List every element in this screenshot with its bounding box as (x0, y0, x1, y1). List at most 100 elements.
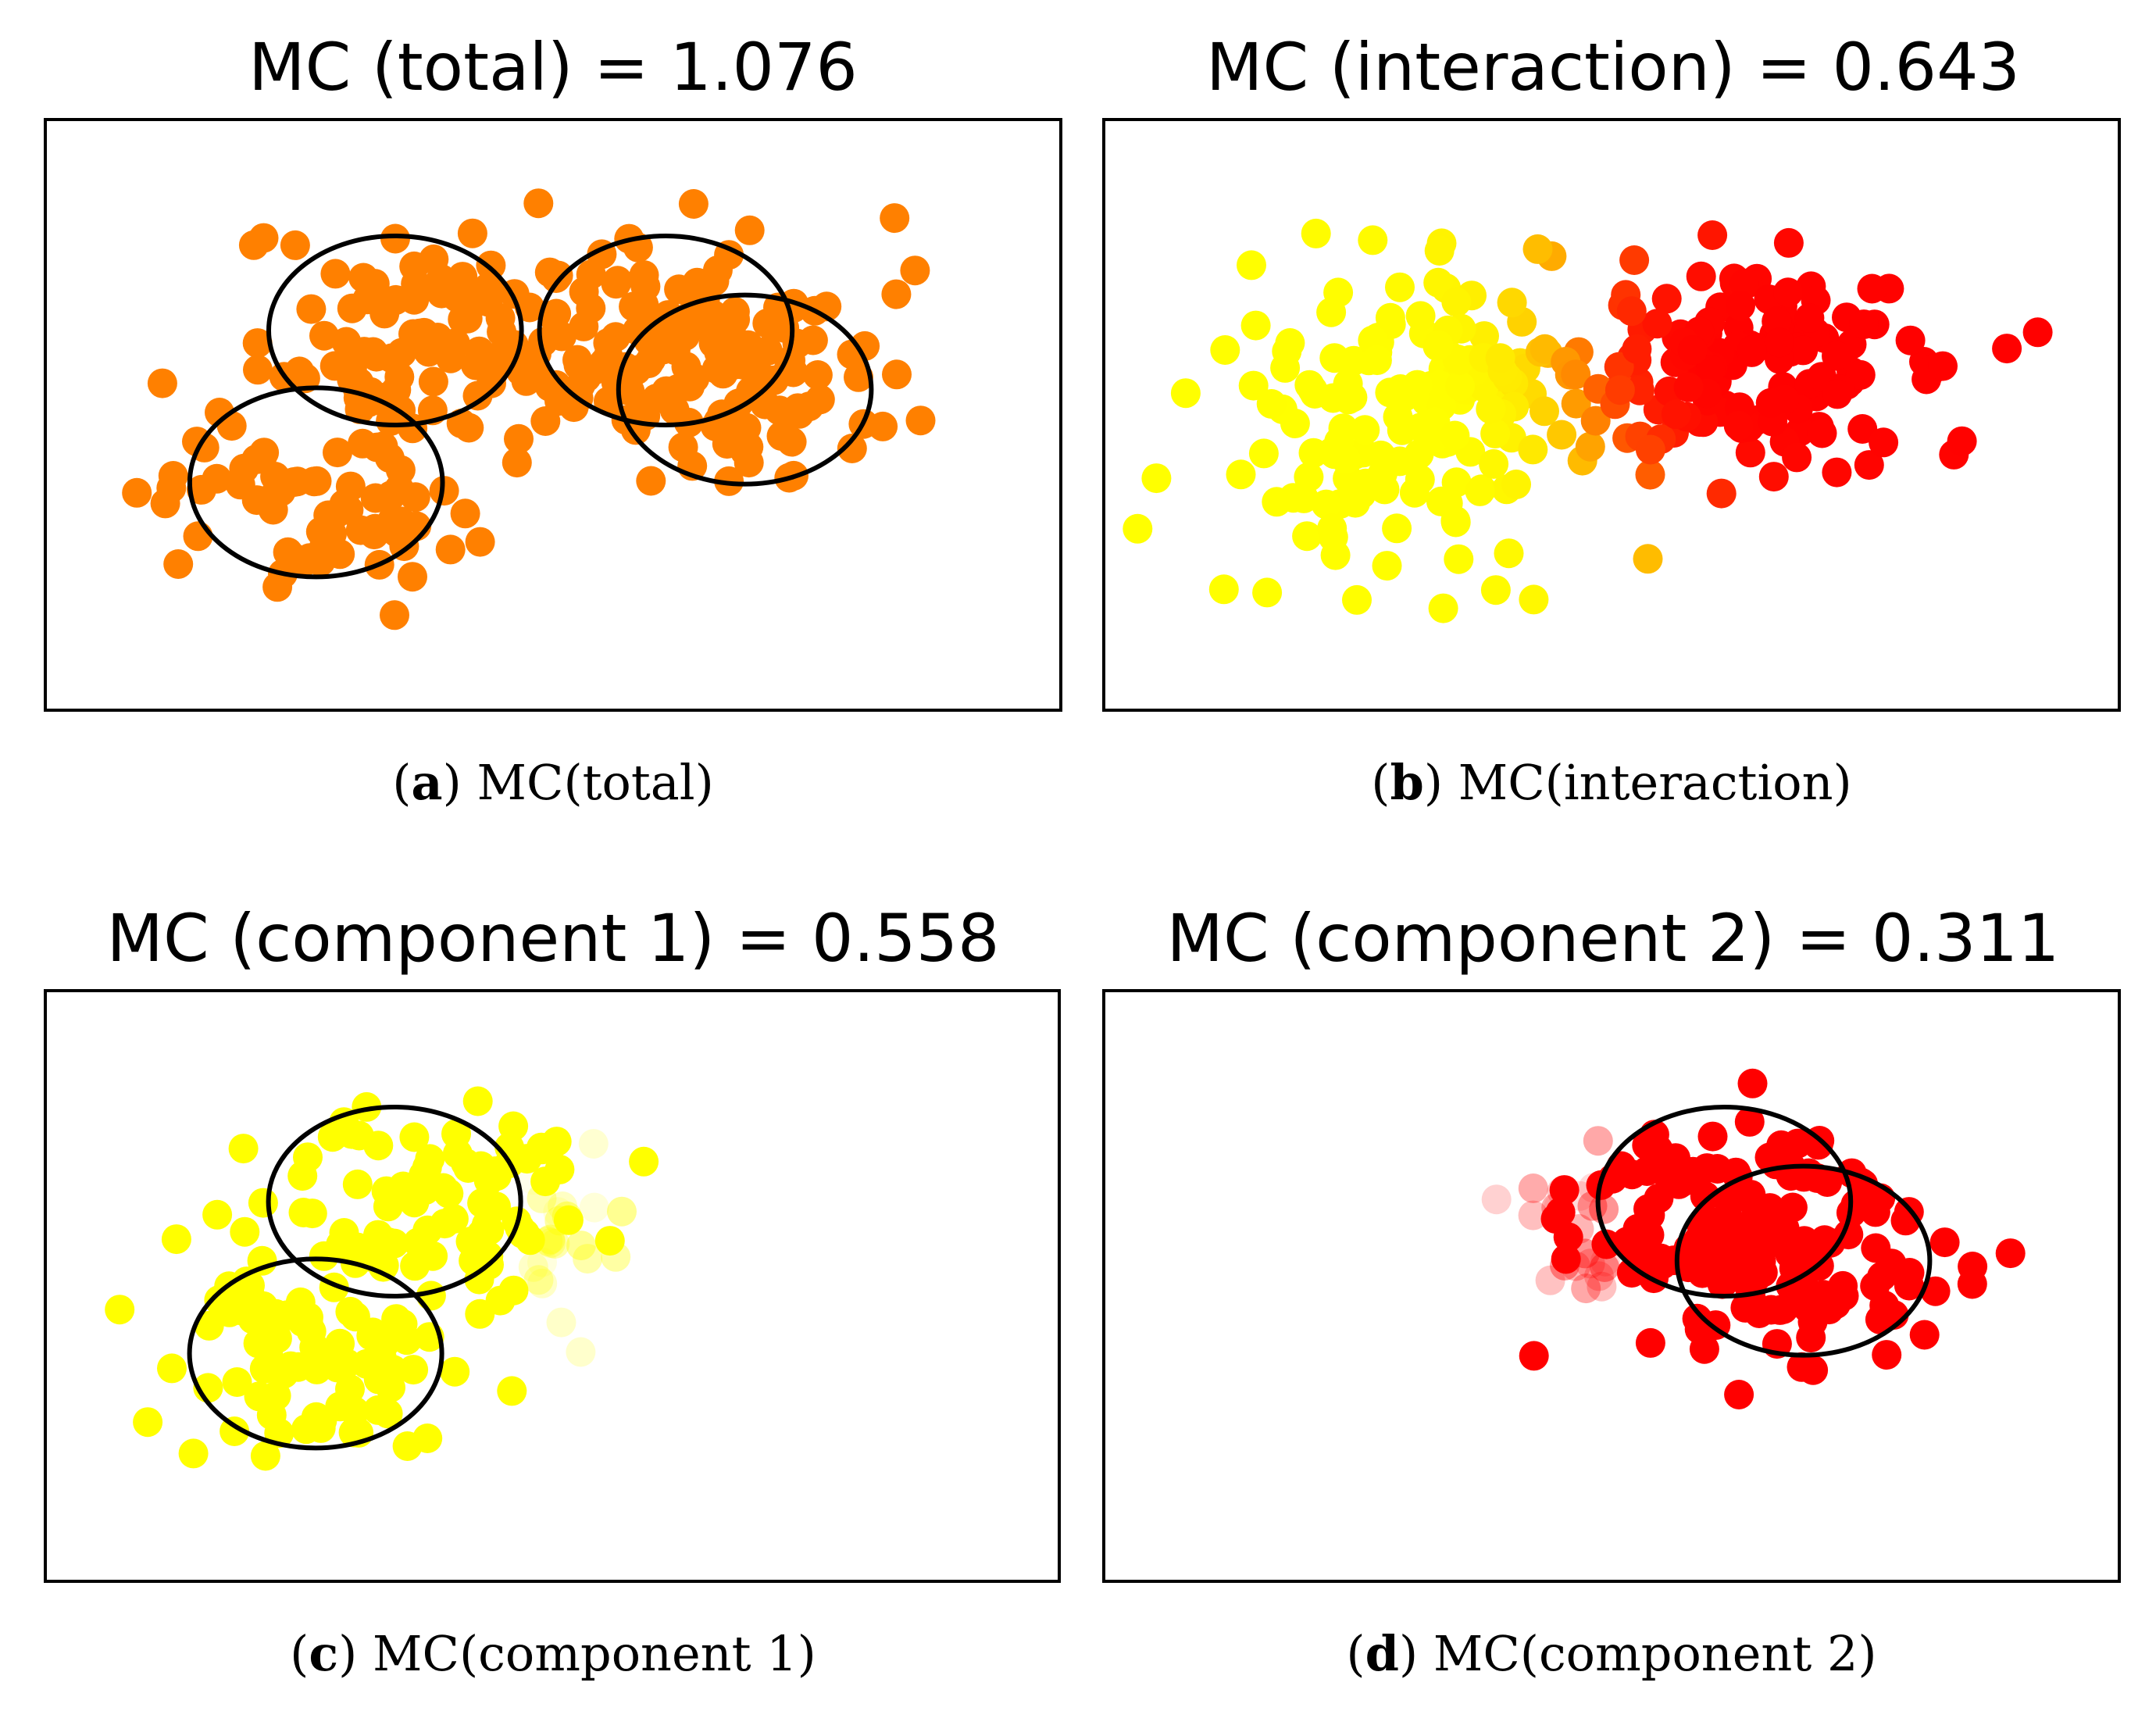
scatter-point (452, 303, 483, 334)
panel-a: MC (total) = 1.076 (a) MC(total) (44, 29, 1062, 811)
scatter-point (262, 572, 293, 602)
scatter-point (122, 477, 152, 508)
scatter-point (718, 410, 748, 441)
scatter-point (161, 1224, 191, 1255)
scatter-point (230, 1216, 260, 1247)
scatter-point (1726, 291, 1755, 321)
scatter-point (220, 1416, 250, 1446)
scatter-point (1561, 359, 1591, 390)
scatter-point (764, 395, 794, 426)
scatter-point (384, 473, 414, 504)
scatter-point (734, 215, 765, 245)
panel-a-plot (122, 188, 936, 630)
scatter-point-faded (1535, 1265, 1565, 1295)
scatter-point (1476, 394, 1506, 424)
scatter-point-faded (1587, 1271, 1617, 1302)
scatter-point (1575, 431, 1605, 462)
scatter-point (2022, 317, 2053, 348)
scatter-point (457, 218, 487, 248)
scatter-point (356, 1320, 387, 1351)
scatter-point (1723, 410, 1754, 441)
scatter-point (1690, 1227, 1719, 1257)
scatter-point (1362, 345, 1392, 376)
scatter-point-faded (578, 1129, 609, 1159)
scatter-point (323, 438, 352, 468)
scatter-point-faded (546, 1307, 576, 1338)
scatter-point (802, 360, 833, 390)
scatter-point (1551, 1244, 1581, 1274)
scatter-point (442, 1138, 473, 1169)
scatter-point (436, 343, 466, 373)
scatter-point-faded (607, 1196, 637, 1227)
scatter-point (1668, 1166, 1698, 1197)
scatter-point (1682, 1303, 1712, 1334)
panel-b-caption-text: MC(interaction) (1458, 754, 1852, 811)
scatter-point (384, 362, 415, 392)
scatter-point (1237, 250, 1266, 280)
scatter-point (534, 372, 565, 402)
scatter-point (1423, 330, 1454, 360)
scatter-point-faded (1550, 1250, 1580, 1281)
scatter-point (880, 203, 910, 234)
scatter-point (250, 1441, 280, 1471)
scatter-point-faded (523, 1265, 554, 1295)
scatter-point (1616, 296, 1647, 327)
scatter-point (1358, 225, 1388, 255)
scatter-point (1619, 245, 1650, 275)
scatter-point (678, 189, 709, 219)
scatter-point-faded (544, 1206, 575, 1236)
scatter-point (1301, 218, 1331, 248)
scatter-point (297, 1198, 327, 1229)
scatter-point (636, 466, 666, 496)
scatter-point (1372, 551, 1402, 581)
scatter-point (1635, 459, 1665, 490)
scatter-point (380, 284, 411, 315)
scatter-point (1208, 574, 1239, 605)
scatter-point (1729, 269, 1759, 298)
scatter-point (363, 1131, 394, 1161)
scatter-point (1519, 584, 1549, 615)
scatter-point (1788, 1277, 1819, 1308)
scatter-point-faded (536, 1227, 566, 1258)
panel-a-frame (44, 118, 1062, 712)
scatter-point (1697, 1121, 1728, 1152)
scatter-point (1522, 234, 1553, 264)
scatter-point (1828, 1270, 1858, 1301)
scatter-point (680, 363, 710, 394)
scatter-point (1399, 477, 1430, 508)
scatter-point (1350, 415, 1380, 445)
scatter-point (1501, 470, 1531, 499)
scatter-point (1342, 584, 1372, 615)
scatter-point (348, 263, 379, 293)
scatter-point (359, 520, 389, 550)
scatter-point-faded (1590, 1246, 1620, 1277)
scatter-point (1444, 544, 1474, 574)
scatter-point-faded (1583, 1126, 1613, 1156)
scatter-point (844, 362, 873, 392)
panel-a-caption-text: MC(total) (477, 754, 714, 811)
scatter-point (1797, 1306, 1828, 1337)
panel-b-title: MC (interaction) = 0.643 (1206, 29, 2020, 105)
scatter-point (837, 434, 867, 463)
scatter-point (1445, 371, 1476, 402)
scatter-point (1894, 1258, 1925, 1288)
scatter-point-faded (527, 1268, 558, 1298)
panel-d-caption-text: MC(component 2) (1433, 1625, 1877, 1682)
scatter-point-faded (535, 1224, 566, 1255)
scatter-point (401, 269, 431, 299)
scatter-point (905, 405, 936, 436)
scatter-point (1740, 1241, 1771, 1272)
scatter-point-faded (518, 1252, 548, 1282)
scatter-point-faded (527, 1183, 557, 1213)
scatter-point (1737, 335, 1767, 366)
scatter-point (1530, 396, 1559, 427)
scatter-point (1385, 272, 1415, 302)
scatter-point (194, 1310, 224, 1341)
scatter-point (1387, 415, 1417, 445)
panel-d-caption: (d) MC(component 2) (1346, 1625, 1876, 1682)
scatter-point (348, 428, 378, 459)
scatter-point (1822, 457, 1852, 488)
scatter-point-faded (1518, 1173, 1548, 1203)
scatter-point (593, 341, 623, 372)
scatter-point (1248, 438, 1279, 469)
